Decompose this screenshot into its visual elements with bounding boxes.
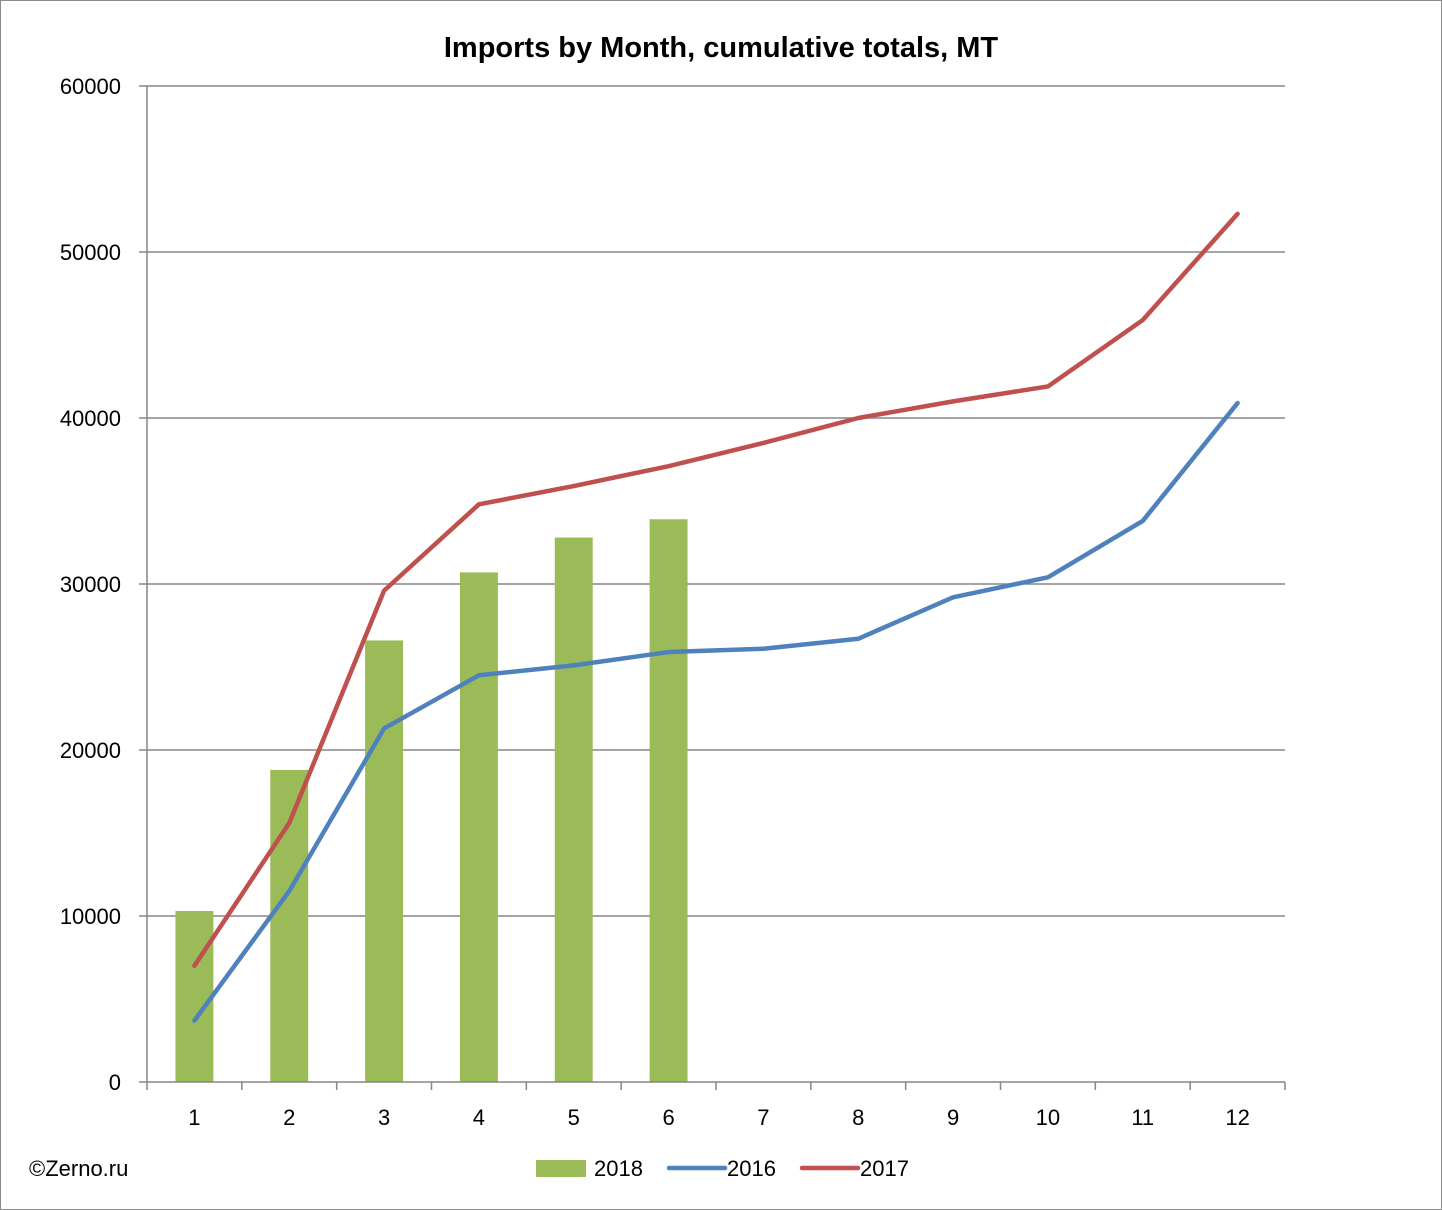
x-tick-label: 3 xyxy=(378,1105,390,1130)
x-tick-label: 1 xyxy=(188,1105,200,1130)
x-tick-label: 10 xyxy=(1036,1105,1060,1130)
y-tick-label: 10000 xyxy=(60,904,121,929)
y-tick-label: 0 xyxy=(109,1070,121,1095)
y-tick-label: 40000 xyxy=(60,406,121,431)
x-tick-label: 12 xyxy=(1225,1105,1249,1130)
line-2017 xyxy=(192,211,1240,969)
x-tick-label: 9 xyxy=(947,1105,959,1130)
y-tick-label: 20000 xyxy=(60,738,121,763)
x-tick-label: 7 xyxy=(757,1105,769,1130)
legend-label-2017: 2017 xyxy=(860,1156,909,1181)
x-tick-label: 4 xyxy=(473,1105,485,1130)
legend-label-2016: 2016 xyxy=(727,1156,776,1181)
x-tick-label: 11 xyxy=(1131,1105,1154,1130)
x-tick-label: 8 xyxy=(852,1105,864,1130)
x-tick-label: 2 xyxy=(283,1105,295,1130)
gridlines xyxy=(147,85,1285,917)
bar-2018-1 xyxy=(175,911,214,1082)
bar-2018-5 xyxy=(554,537,593,1082)
y-tick-label: 50000 xyxy=(60,240,121,265)
y-tick-label: 60000 xyxy=(60,74,121,99)
legend-swatch-2018 xyxy=(536,1160,586,1177)
y-tick-label: 30000 xyxy=(60,572,121,597)
bar-2018-6 xyxy=(649,519,688,1082)
bar-2018-3 xyxy=(365,640,404,1082)
credit-text: ©Zerno.ru xyxy=(29,1156,128,1181)
bar-series xyxy=(175,519,688,1082)
line-series xyxy=(192,211,1240,1023)
chart-title: Imports by Month, cumulative totals, MT xyxy=(444,32,999,64)
x-tick-label: 5 xyxy=(568,1105,580,1130)
legend: 2018 2016 2017 xyxy=(536,1156,909,1181)
x-tick-label: 6 xyxy=(662,1105,674,1130)
bar-2018-2 xyxy=(270,769,309,1082)
bar-2018-4 xyxy=(459,572,498,1082)
line-2016 xyxy=(192,400,1240,1023)
legend-label-2018: 2018 xyxy=(594,1156,643,1181)
